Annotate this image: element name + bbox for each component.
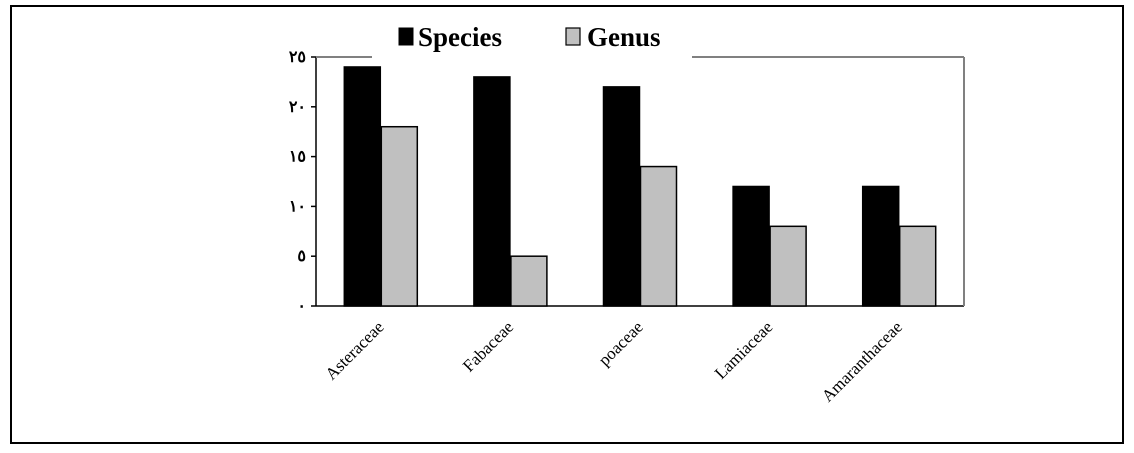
legend-label-genus: Genus bbox=[587, 22, 661, 52]
bar-species-poaceae bbox=[602, 86, 641, 307]
y-tick-label-1: ٥ bbox=[297, 248, 306, 265]
plot-area-frame bbox=[315, 56, 965, 307]
bar-genus-amaranthaceae bbox=[898, 225, 937, 307]
bar-genus-lamiaceae bbox=[769, 225, 807, 307]
bar-species-amaranthaceae bbox=[861, 185, 900, 307]
x-category-label-asteraceae: Asteraceae bbox=[321, 317, 387, 383]
bar-genus-fabaceae bbox=[510, 255, 548, 307]
y-tick-label-2: ١٠ bbox=[289, 198, 306, 215]
bar-genus-asteraceae bbox=[380, 125, 419, 307]
legend-label-species: Species bbox=[418, 22, 502, 52]
bar-genus-poaceae bbox=[639, 165, 678, 307]
bar-species-fabaceae bbox=[473, 76, 511, 307]
y-tick-label-3: ١٥ bbox=[289, 149, 306, 166]
legend-swatch-species bbox=[398, 27, 414, 46]
x-category-label-poaceae: poaceae bbox=[595, 317, 647, 369]
bar-species-lamiaceae bbox=[732, 185, 770, 307]
y-tick-label-5: ٢٥ bbox=[289, 49, 306, 66]
legend-swatch-genus bbox=[565, 27, 581, 46]
legend: Species Genus bbox=[398, 22, 661, 52]
outer-frame bbox=[10, 5, 1124, 444]
y-tick-label-0: ٠ bbox=[297, 298, 306, 315]
bars bbox=[343, 66, 937, 307]
y-axis-ticks: ٠ ٥ ١٠ ١٥ ٢٠ ٢٥ bbox=[289, 49, 316, 315]
x-category-label-fabaceae: Fabaceae bbox=[459, 317, 517, 375]
x-category-label-amaranthaceae: Amaranthaceae bbox=[818, 317, 906, 405]
x-category-label-lamiaceae: Lamiaceae bbox=[711, 317, 776, 382]
y-tick-label-4: ٢٠ bbox=[289, 99, 306, 116]
x-axis-category-labels: Asteraceae Fabaceae poaceae Lamiaceae Amaran… bbox=[321, 317, 906, 405]
bar-species-asteraceae bbox=[343, 66, 382, 307]
